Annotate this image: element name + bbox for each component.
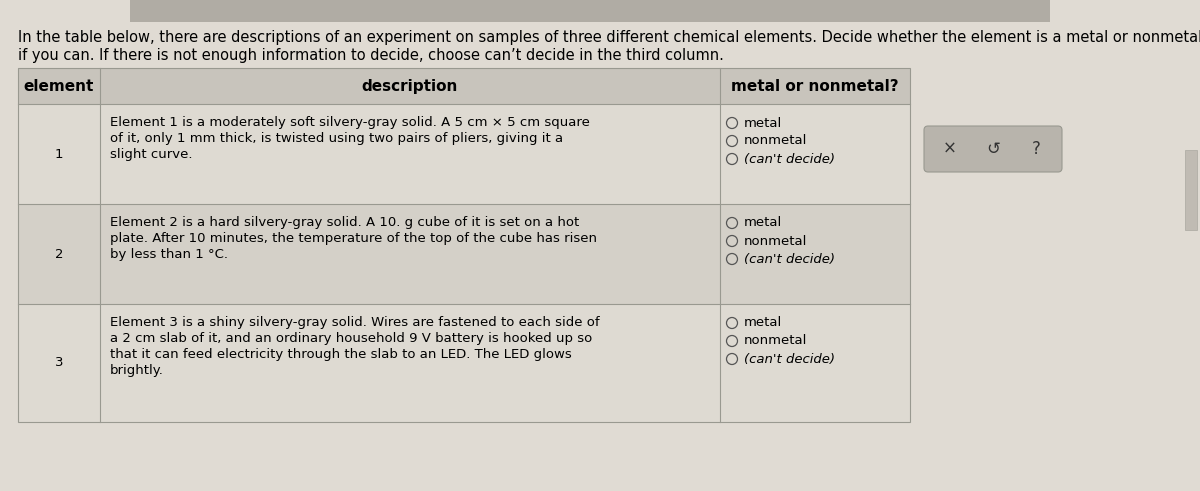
Text: element: element [24, 79, 94, 93]
Text: ↺: ↺ [986, 140, 1000, 158]
Text: (can't decide): (can't decide) [744, 353, 835, 365]
Text: metal: metal [744, 116, 782, 130]
Text: that it can feed electricity through the slab to an LED. The LED glows: that it can feed electricity through the… [110, 348, 571, 361]
FancyBboxPatch shape [924, 126, 1062, 172]
Text: Element 3 is a shiny silvery-gray solid. Wires are fastened to each side of: Element 3 is a shiny silvery-gray solid.… [110, 316, 600, 329]
Text: In the table below, there are descriptions of an experiment on samples of three : In the table below, there are descriptio… [18, 30, 1200, 45]
Text: (can't decide): (can't decide) [744, 153, 835, 165]
Text: metal: metal [744, 217, 782, 229]
Text: plate. After 10 minutes, the temperature of the top of the cube has risen: plate. After 10 minutes, the temperature… [110, 232, 598, 245]
Text: ?: ? [1032, 140, 1040, 158]
Bar [130, 0, 1050, 22]
Text: of it, only 1 mm thick, is twisted using two pairs of pliers, giving it a: of it, only 1 mm thick, is twisted using… [110, 132, 563, 145]
Text: nonmetal: nonmetal [744, 334, 808, 348]
Bar [18, 68, 910, 104]
Bar [18, 204, 910, 304]
Bar [18, 304, 910, 422]
Text: (can't decide): (can't decide) [744, 252, 835, 266]
Text: 1: 1 [55, 147, 64, 161]
Text: brightly.: brightly. [110, 364, 164, 377]
Text: a 2 cm slab of it, and an ordinary household 9 V battery is hooked up so: a 2 cm slab of it, and an ordinary house… [110, 332, 593, 345]
Text: 3: 3 [55, 356, 64, 370]
Text: description: description [362, 79, 458, 93]
Bar [18, 104, 910, 204]
Text: ×: × [943, 140, 956, 158]
Text: slight curve.: slight curve. [110, 148, 192, 161]
Text: metal or nonmetal?: metal or nonmetal? [731, 79, 899, 93]
Bar [18, 68, 910, 422]
Text: metal: metal [744, 317, 782, 329]
Text: Element 2 is a hard silvery-gray solid. A 10. g cube of it is set on a hot: Element 2 is a hard silvery-gray solid. … [110, 216, 580, 229]
Text: nonmetal: nonmetal [744, 135, 808, 147]
Text: Element 1 is a moderately soft silvery-gray solid. A 5 cm × 5 cm square: Element 1 is a moderately soft silvery-g… [110, 116, 590, 129]
Text: if you can. If there is not enough information to decide, choose can’t decide in: if you can. If there is not enough infor… [18, 48, 724, 63]
Text: 2: 2 [55, 247, 64, 261]
Bar [1186, 150, 1198, 230]
Text: nonmetal: nonmetal [744, 235, 808, 247]
Text: by less than 1 °C.: by less than 1 °C. [110, 248, 228, 261]
